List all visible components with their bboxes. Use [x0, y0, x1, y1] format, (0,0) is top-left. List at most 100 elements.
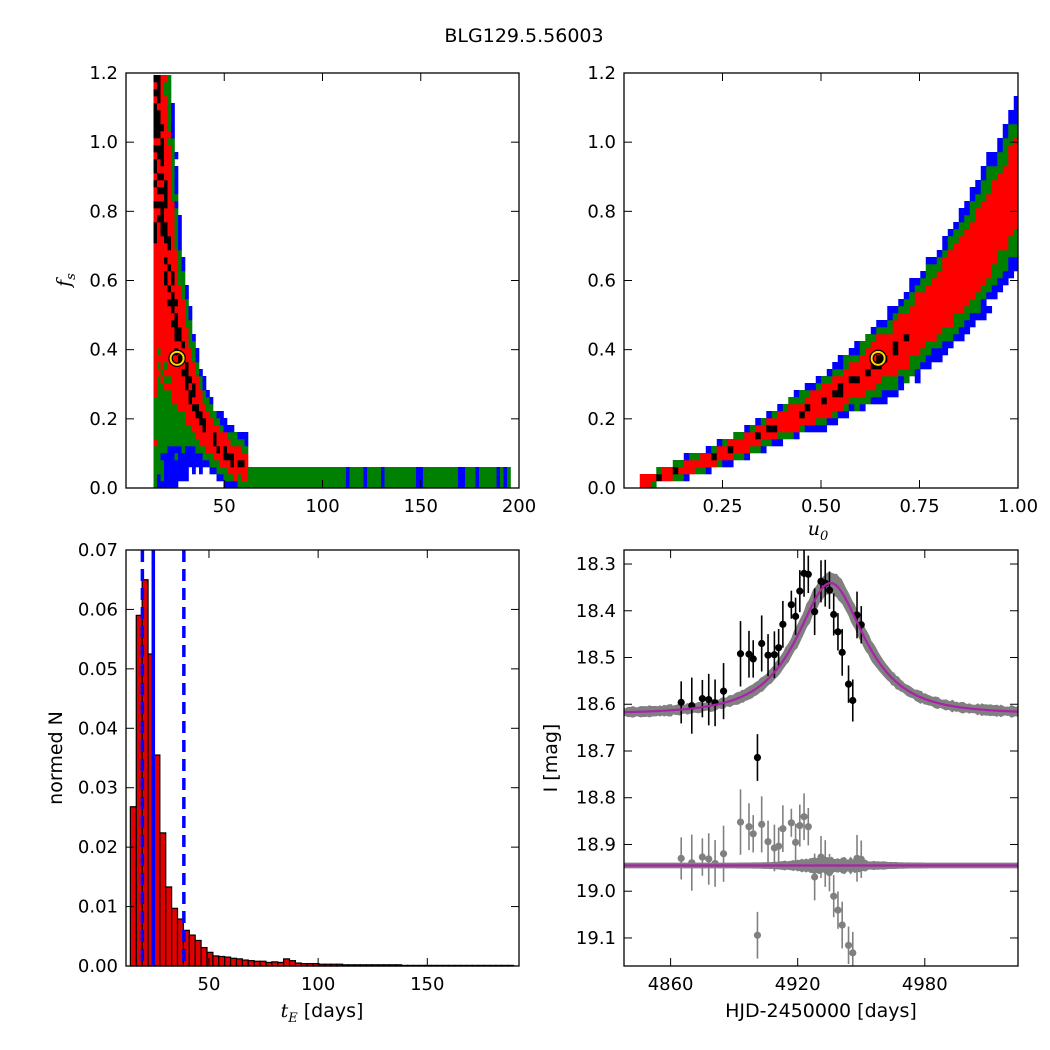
- posterior-cell: [174, 201, 179, 209]
- posterior-cell: [815, 383, 822, 391]
- posterior-cell: [223, 432, 228, 440]
- posterior-cell: [192, 341, 196, 349]
- posterior-cell: [909, 285, 916, 293]
- data-point: [770, 651, 778, 659]
- posterior-cell: [799, 425, 806, 433]
- posterior-cell: [953, 334, 960, 342]
- posterior-cell: [199, 397, 203, 405]
- posterior-cell: [936, 250, 943, 258]
- posterior-cell: [258, 474, 263, 482]
- posterior-cell: [332, 481, 336, 489]
- posterior-cell: [160, 208, 165, 216]
- posterior-cell: [975, 250, 982, 258]
- posterior-cell: [174, 173, 179, 181]
- posterior-cell: [777, 432, 784, 440]
- posterior-cell: [160, 201, 165, 209]
- posterior-cell: [964, 222, 971, 230]
- posterior-cell: [157, 446, 161, 454]
- posterior-cell: [958, 229, 965, 237]
- posterior-cell: [206, 425, 210, 433]
- posterior-cell: [793, 404, 800, 412]
- posterior-cell: [195, 404, 200, 412]
- posterior-cell: [227, 481, 231, 489]
- y-tick-label: 0.2: [89, 409, 118, 430]
- posterior-cell: [416, 481, 420, 489]
- posterior-cell: [969, 194, 976, 202]
- posterior-cell: [848, 376, 855, 384]
- posterior-cell: [167, 208, 172, 216]
- posterior-cell: [953, 250, 960, 258]
- posterior-cell: [667, 467, 674, 475]
- posterior-cell: [167, 299, 172, 307]
- posterior-cell: [975, 306, 982, 314]
- posterior-cell: [164, 362, 168, 370]
- posterior-cell: [1002, 257, 1009, 265]
- posterior-cell: [171, 152, 175, 160]
- posterior-cell: [157, 117, 161, 125]
- posterior-cell: [227, 432, 231, 440]
- posterior-cell: [953, 292, 960, 300]
- posterior-cell: [164, 348, 168, 356]
- posterior-cell: [892, 341, 899, 349]
- posterior-cell: [230, 425, 235, 433]
- posterior-cell: [192, 355, 196, 363]
- posterior-cell: [914, 320, 921, 328]
- posterior-cell: [997, 257, 1004, 265]
- posterior-cell: [171, 250, 175, 258]
- posterior-cell: [804, 418, 811, 426]
- posterior-cell: [241, 481, 245, 489]
- posterior-cell: [870, 383, 877, 391]
- posterior-cell: [167, 369, 172, 377]
- posterior-cell: [153, 446, 158, 454]
- posterior-cell: [153, 117, 158, 125]
- histogram-bar: [188, 934, 196, 967]
- posterior-cell: [178, 418, 182, 426]
- posterior-cell: [223, 425, 228, 433]
- posterior-cell: [1013, 201, 1018, 209]
- posterior-cell: [859, 362, 866, 370]
- posterior-cell: [213, 453, 217, 461]
- model-curve: [624, 582, 1018, 714]
- posterior-cell: [195, 418, 200, 426]
- posterior-cell: [202, 376, 207, 384]
- posterior-cell: [164, 278, 168, 286]
- posterior-cell: [925, 348, 932, 356]
- posterior-cell: [975, 236, 982, 244]
- x-axis-label-symbol: t: [281, 1000, 289, 1022]
- posterior-cell: [826, 369, 833, 377]
- posterior-cell: [980, 306, 987, 314]
- posterior-cell: [1013, 180, 1018, 188]
- posterior-cell: [185, 285, 189, 293]
- posterior-cell: [157, 334, 161, 342]
- posterior-cell: [230, 481, 235, 489]
- posterior-cell: [942, 327, 949, 335]
- posterior-cell: [419, 481, 424, 489]
- posterior-cell: [942, 271, 949, 279]
- posterior-cell: [342, 467, 347, 475]
- posterior-cell: [799, 418, 806, 426]
- posterior-cell: [1008, 124, 1015, 132]
- posterior-cell: [318, 474, 322, 482]
- posterior-cell: [335, 474, 340, 482]
- posterior-cell: [865, 355, 872, 363]
- posterior-cell: [258, 481, 263, 489]
- posterior-cell: [782, 425, 789, 433]
- posterior-cell: [195, 376, 200, 384]
- posterior-cell: [859, 369, 866, 377]
- posterior-cell: [865, 348, 872, 356]
- posterior-cell: [925, 327, 932, 335]
- posterior-cell: [898, 313, 905, 321]
- posterior-cell: [689, 460, 696, 468]
- posterior-cell: [969, 313, 976, 321]
- posterior-cell: [958, 236, 965, 244]
- posterior-cell: [489, 467, 494, 475]
- y-tick-label: 0.00: [78, 956, 118, 977]
- data-point: [764, 651, 772, 659]
- posterior-cell: [1008, 173, 1015, 181]
- posterior-cell: [237, 460, 242, 468]
- posterior-cell: [881, 334, 888, 342]
- posterior-cell: [821, 376, 828, 384]
- posterior-cell: [1002, 131, 1009, 139]
- posterior-cell: [188, 390, 193, 398]
- posterior-cell: [892, 390, 899, 398]
